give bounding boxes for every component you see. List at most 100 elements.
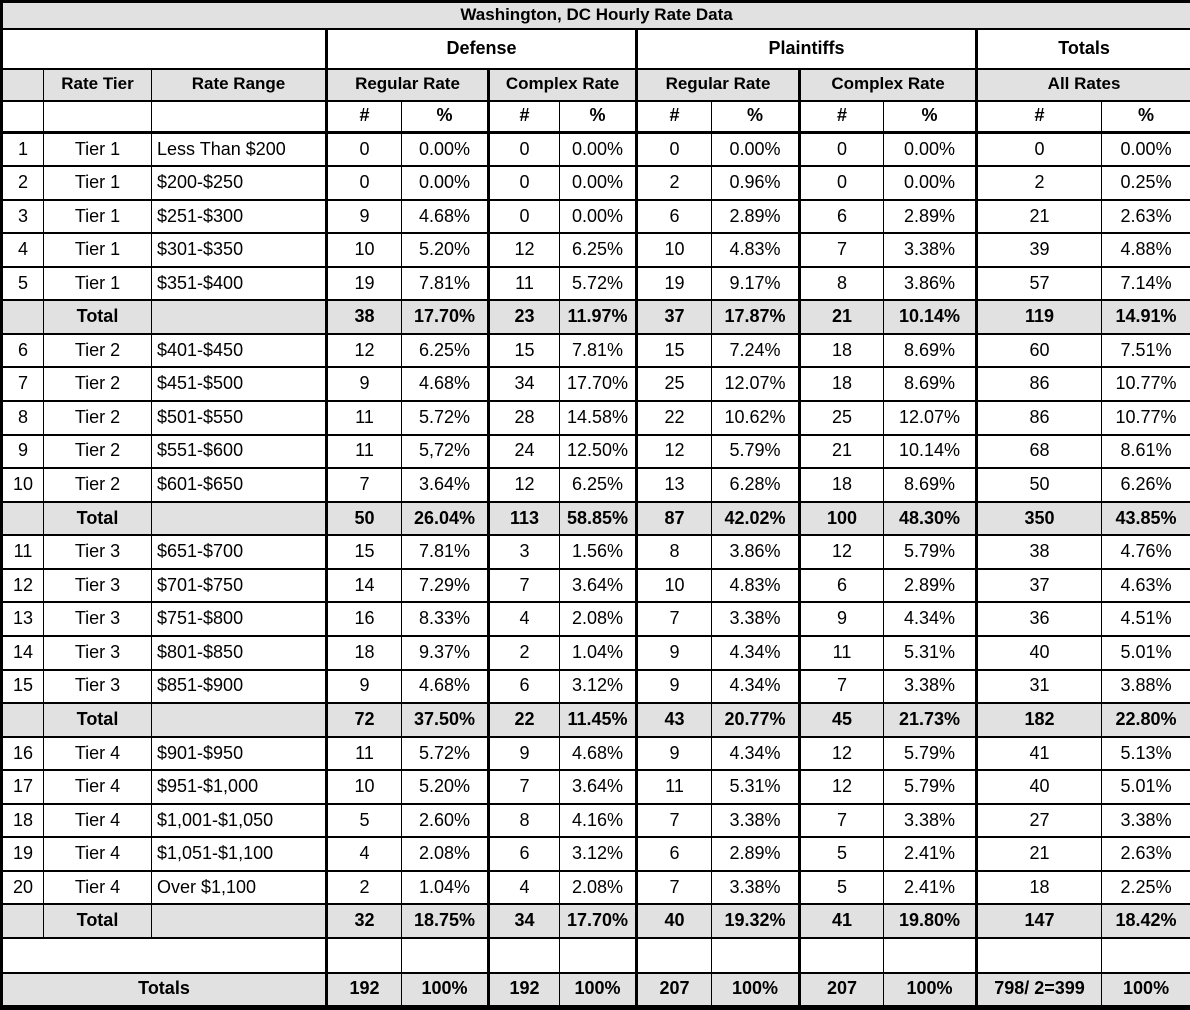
count-cell: 8 bbox=[487, 802, 560, 839]
subheader-count: # bbox=[635, 99, 712, 134]
count-cell: 9 bbox=[635, 735, 712, 772]
percent-cell: 42.02% bbox=[711, 500, 800, 537]
percent-cell: 26.04% bbox=[401, 500, 489, 537]
percent-cell: 5.31% bbox=[711, 769, 800, 805]
count-cell: 2 bbox=[975, 165, 1102, 201]
row-number-cell: 1 bbox=[1, 131, 44, 168]
table-row: 6 Tier 2 $401-$450 12 6.25% 15 7.81% 15 7.24% 18 8… bbox=[1, 332, 1190, 369]
table-row: 9 Tier 2 $551-$600 11 5,72% 24 12.50% 12 5.79% 21… bbox=[1, 433, 1190, 470]
percent-cell: 6.28% bbox=[711, 467, 800, 503]
count-cell: 86 bbox=[975, 366, 1102, 402]
table-row: 13 Tier 3 $751-$800 16 8.33% 4 2.08% 7 3.38% 9 4.3… bbox=[1, 601, 1190, 637]
subheader-percent: % bbox=[883, 99, 977, 134]
percent-cell: 10.77% bbox=[1100, 400, 1190, 436]
count-cell: 38 bbox=[975, 534, 1102, 570]
rate-tier-cell: Tier 1 bbox=[43, 131, 152, 168]
count-cell: 45 bbox=[798, 702, 884, 738]
rate-range-cell: $801-$850 bbox=[151, 634, 327, 671]
percent-cell: 10.77% bbox=[1100, 366, 1190, 402]
count-cell: 18 bbox=[798, 332, 884, 369]
count-cell: 9 bbox=[325, 366, 402, 402]
percent-cell: 0.96% bbox=[711, 165, 800, 201]
count-cell: 21 bbox=[975, 198, 1102, 235]
percent-cell: 2.41% bbox=[883, 869, 977, 906]
count-cell: 9 bbox=[487, 735, 560, 772]
count-cell: 0 bbox=[487, 165, 560, 201]
row-number-cell bbox=[1, 702, 44, 738]
count-cell: 7 bbox=[635, 802, 712, 839]
percent-cell: 10.14% bbox=[883, 433, 977, 470]
col-header-defense-regular: Regular Rate bbox=[325, 67, 489, 102]
percent-cell: 0.00% bbox=[883, 165, 977, 201]
rate-range-cell: $501-$550 bbox=[151, 400, 327, 436]
percent-cell: 19.32% bbox=[711, 903, 800, 939]
count-cell: 57 bbox=[975, 265, 1102, 302]
rate-tier-cell: Tier 3 bbox=[43, 634, 152, 671]
rate-range-cell: $351-$400 bbox=[151, 265, 327, 302]
count-cell: 12 bbox=[798, 735, 884, 772]
percent-cell: 3.64% bbox=[559, 567, 637, 604]
count-cell: 10 bbox=[325, 232, 402, 268]
count-cell: 10 bbox=[635, 567, 712, 604]
percent-cell: 3.64% bbox=[401, 467, 489, 503]
percent-cell: 9.17% bbox=[711, 265, 800, 302]
count-cell: 7 bbox=[487, 567, 560, 604]
count-cell: 7 bbox=[798, 232, 884, 268]
count-cell: 350 bbox=[975, 500, 1102, 537]
count-cell: 15 bbox=[325, 534, 402, 570]
rate-range-cell: $701-$750 bbox=[151, 567, 327, 604]
subheader-count: # bbox=[487, 99, 560, 134]
count-cell: 25 bbox=[635, 366, 712, 402]
percent-cell: 5,72% bbox=[401, 433, 489, 470]
percent-cell: 1.04% bbox=[401, 869, 489, 906]
percent-cell: 2.41% bbox=[883, 836, 977, 872]
count-cell: 6 bbox=[487, 836, 560, 872]
percent-cell: 4.16% bbox=[559, 802, 637, 839]
count-cell: 182 bbox=[975, 702, 1102, 738]
row-number-cell: 10 bbox=[1, 467, 44, 503]
percent-cell: 3.88% bbox=[1100, 668, 1190, 705]
count-cell: 11 bbox=[325, 400, 402, 436]
percent-cell: 3.12% bbox=[559, 668, 637, 705]
count-cell: 12 bbox=[798, 769, 884, 805]
count-cell: 19 bbox=[635, 265, 712, 302]
percent-cell: 0.00% bbox=[883, 131, 977, 168]
count-cell: 18 bbox=[798, 366, 884, 402]
row-number-cell: 15 bbox=[1, 668, 44, 705]
percent-cell: 4.68% bbox=[401, 668, 489, 705]
percent-cell: 0.00% bbox=[1100, 131, 1190, 168]
grand-total-row: Totals 192 100% 192 100% 207 100% 207 100% 798/ 2… bbox=[1, 971, 1190, 1009]
count-cell bbox=[635, 937, 712, 974]
count-cell: 798/ 2=399 bbox=[975, 971, 1102, 1009]
subheader-blank bbox=[151, 99, 327, 134]
rate-range-cell: $551-$600 bbox=[151, 433, 327, 470]
percent-cell: 5.72% bbox=[559, 265, 637, 302]
count-cell: 7 bbox=[798, 668, 884, 705]
count-cell: 37 bbox=[635, 299, 712, 335]
rate-tier-cell: Tier 2 bbox=[43, 400, 152, 436]
count-cell: 34 bbox=[487, 903, 560, 939]
percent-cell: 7.24% bbox=[711, 332, 800, 369]
percent-cell: 0.00% bbox=[401, 131, 489, 168]
rate-tier-cell: Tier 4 bbox=[43, 836, 152, 872]
group-header-totals: Totals bbox=[974, 27, 1190, 70]
row-number-cell: 3 bbox=[1, 198, 44, 235]
rate-tier-cell: Tier 1 bbox=[43, 198, 152, 235]
subheader-percent: % bbox=[1100, 99, 1190, 134]
count-cell: 11 bbox=[487, 265, 560, 302]
percent-cell: 4.63% bbox=[1100, 567, 1190, 604]
table-row: 5 Tier 1 $351-$400 19 7.81% 11 5.72% 19 9.17% 8 3.… bbox=[1, 265, 1190, 302]
table-row: 16 Tier 4 $901-$950 11 5.72% 9 4.68% 9 4.34% 12 5.… bbox=[1, 735, 1190, 772]
count-cell: 8 bbox=[635, 534, 712, 570]
subheader-row: # % # % # % # % # % bbox=[1, 99, 1190, 134]
total-row: Total 72 37.50% 22 11.45% 43 20.77% 45 21.73% 182… bbox=[1, 702, 1190, 738]
count-cell: 0 bbox=[487, 198, 560, 235]
count-cell: 7 bbox=[325, 467, 402, 503]
percent-cell: 2.63% bbox=[1100, 836, 1190, 872]
count-cell: 192 bbox=[325, 971, 402, 1009]
count-cell: 22 bbox=[635, 400, 712, 436]
table-row: 18 Tier 4 $1,001-$1,050 5 2.60% 8 4.16% 7 3.38% 7… bbox=[1, 802, 1190, 839]
percent-cell: 18.42% bbox=[1100, 903, 1190, 939]
rate-tier-cell: Tier 4 bbox=[43, 869, 152, 906]
count-cell: 2 bbox=[325, 869, 402, 906]
